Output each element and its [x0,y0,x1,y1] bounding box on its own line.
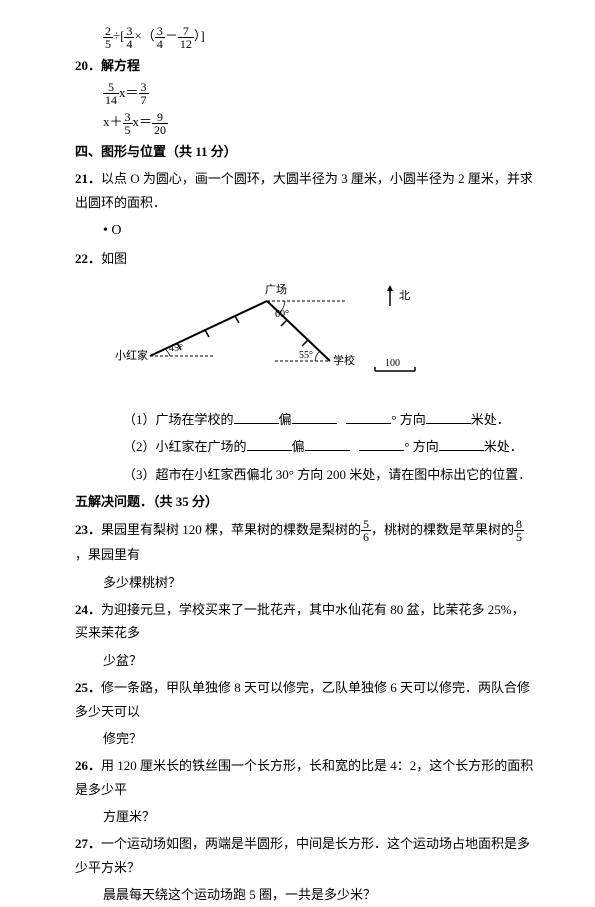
q22-p2: （2）小红家在广场的偏 ° 方向米处． [75,435,535,458]
q25: 25．修一条路，甲队单独修 8 天可以修完，乙队单独修 6 天可以修完．两队合修… [75,676,535,723]
section4-heading: 四、图形与位置（共 11 分） [75,140,535,163]
blank[interactable] [305,437,350,451]
q24: 24．为迎接元旦，学校买来了一批花卉，其中水仙花有 80 盆，比茉花多 25%，… [75,598,535,645]
blank[interactable] [247,437,292,451]
section5-heading: 五解决问题．（共 35 分） [75,490,535,513]
blank[interactable] [346,410,391,424]
blank[interactable] [439,437,484,451]
q26-cont: 方厘米？ [75,805,535,828]
q27-cont: 晨晨每天绕这个运动场跑 5 圈，一共是多少米？ [75,883,535,906]
svg-text:100: 100 [385,358,400,369]
svg-text:45°: 45° [169,343,183,354]
svg-text:学校: 学校 [333,353,355,367]
q20-title: 20．解方程 [75,54,535,77]
svg-text:55°: 55° [299,350,313,361]
q22-p1: （1）广场在学校的偏 ° 方向米处． [75,408,535,431]
q26: 26．用 120 厘米长的铁丝围一个长方形，长和宽的比是 4：2，这个长方形的面… [75,754,535,801]
blank[interactable] [426,410,471,424]
q23: 23．果园里有梨树 120 棵，苹果树的棵数是梨树的56，桃树的棵数是苹果树的8… [75,518,535,567]
svg-text:北: 北 [399,289,410,302]
svg-text:60°: 60° [275,309,289,320]
q25-cont: 修完？ [75,727,535,750]
svg-text:广场: 广场 [265,282,287,296]
blank[interactable] [292,410,337,424]
q21-point: • O [75,218,535,243]
blank[interactable] [359,437,404,451]
q20-eq1: 514x＝37 [75,81,535,107]
q21: 21．以点 O 为圆心，画一个圆环，大圆半径为 3 厘米，小圆半径为 2 厘米，… [75,167,535,214]
q23-cont: 多少棵桃树？ [75,571,535,594]
svg-text:小红家: 小红家 [115,348,148,362]
blank[interactable] [234,410,279,424]
q22-title: 22．如图 [75,247,535,270]
q24-cont: 少盆？ [75,649,535,672]
q20-eq2: x＋35x＝920 [75,110,535,136]
eq19: 25÷[34×（34－712）] [75,24,535,50]
q22-p3: （3）超市在小红家西偏北 30° 方向 200 米处，请在图中标出它的位置． [75,463,535,486]
q22-diagram: 北 广场 60° 45° 小红家 55° 学校 100 [115,281,535,398]
q27: 27．一个运动场如图，两端是半圆形，中间是长方形．这个运动场占地面积是多少平方米… [75,832,535,879]
